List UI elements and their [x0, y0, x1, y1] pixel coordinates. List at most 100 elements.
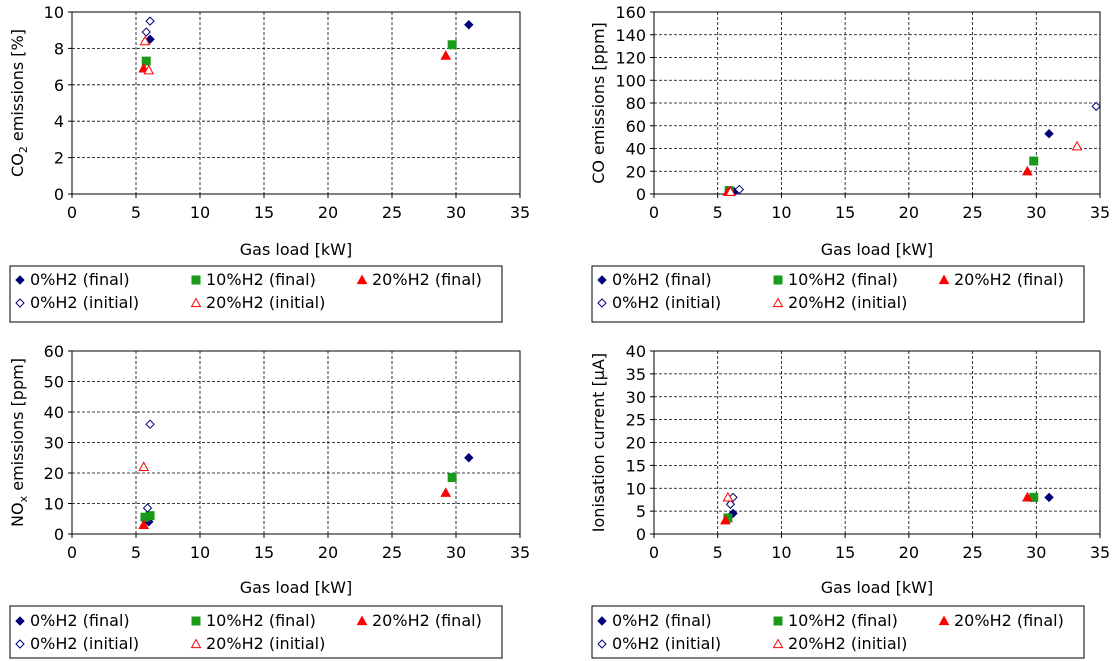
legend-marker — [597, 298, 607, 308]
chart-1: 0 5 10 15 20 25 30 35 0 2 4 6 8 10 Gas load [kW] CO2 em… — [8, 3, 530, 323]
data-point — [464, 453, 474, 463]
y-tick-label: 40 — [626, 140, 646, 159]
data-point — [141, 56, 151, 66]
x-tick-label: 35 — [510, 203, 530, 222]
legend-label: 0%H2 (final) — [30, 611, 130, 630]
legend-marker — [772, 638, 784, 649]
data-point — [1044, 129, 1054, 139]
x-tick-label: 25 — [962, 203, 982, 222]
x-tick-label: 15 — [835, 543, 855, 562]
series-4 — [734, 101, 1101, 195]
x-tick-label: 25 — [382, 203, 402, 222]
data-point — [464, 20, 474, 30]
y-tick-label: 100 — [615, 71, 646, 90]
data-point — [1029, 156, 1039, 166]
legend-box — [591, 605, 1085, 659]
y-axis-label: NOx emissions [ppm] — [8, 358, 30, 527]
legend-label: 0%H2 (initial) — [612, 634, 721, 653]
legend-label: 0%H2 (initial) — [30, 293, 139, 312]
chart-3: 0 5 10 15 20 25 30 35 0 10 20 30 40 50 60 Gas load [kW]… — [8, 342, 530, 659]
legend-marker — [191, 616, 201, 626]
y-tick-label: 20 — [626, 162, 646, 181]
legend-marker — [597, 639, 607, 649]
x-axis-label: Gas load [kW] — [821, 578, 933, 597]
data-point — [440, 487, 452, 497]
legend: 0%H2 (final) 10%H2 (final) 20%H2 (final) 0%… — [591, 605, 1085, 659]
data-point — [725, 186, 736, 196]
data-point — [138, 461, 150, 471]
plot-area — [72, 12, 520, 194]
series-5 — [722, 491, 734, 502]
y-axis-label: CO emissions [ppm] — [589, 22, 608, 184]
legend-label: 0%H2 (final) — [612, 270, 712, 289]
y-tick-label: 5 — [636, 502, 646, 521]
legend-label: 10%H2 (final) — [206, 611, 316, 630]
legend-label: 10%H2 (final) — [206, 270, 316, 289]
legend-label: 20%H2 (initial) — [788, 293, 907, 312]
series-1 — [145, 20, 474, 45]
x-tick-label: 10 — [190, 543, 210, 562]
chart-4: 0 5 10 15 20 25 30 35 0 5 10 15 20 25 30 35 40 Gas load [… — [589, 342, 1110, 659]
x-tick-label: 15 — [835, 203, 855, 222]
legend-marker — [15, 639, 25, 649]
data-point — [145, 511, 155, 521]
series-4 — [725, 492, 738, 509]
x-tick-label: 15 — [254, 203, 274, 222]
data-point — [1022, 165, 1033, 176]
y-tick-label: 6 — [54, 76, 64, 95]
x-tick-label: 20 — [318, 203, 338, 222]
x-tick-label: 30 — [446, 543, 466, 562]
y-tick-label: 10 — [44, 495, 64, 514]
x-tick-label: 20 — [899, 543, 919, 562]
plot-frame — [71, 11, 521, 195]
x-tick-label: 0 — [67, 203, 77, 222]
y-tick-label: 0 — [636, 185, 646, 204]
legend-marker — [356, 615, 368, 626]
x-tick-label: 10 — [771, 543, 791, 562]
y-tick-label: 10 — [626, 479, 646, 498]
y-tick-label: 60 — [44, 342, 64, 361]
series-5 — [725, 140, 1083, 196]
legend-label: 20%H2 (initial) — [206, 293, 325, 312]
legend-marker — [356, 274, 368, 285]
data-point — [722, 491, 734, 502]
legend-label: 10%H2 (final) — [788, 270, 898, 289]
y-tick-label: 35 — [626, 365, 646, 384]
data-point — [1022, 491, 1033, 502]
data-point — [447, 40, 457, 50]
data-point — [143, 64, 155, 75]
x-axis-label: Gas load [kW] — [821, 240, 933, 259]
data-point — [447, 473, 457, 483]
legend-marker — [191, 275, 201, 285]
data-point — [139, 35, 151, 46]
legend: 0%H2 (final) 10%H2 (final) 20%H2 (final) 0%… — [591, 265, 1085, 323]
legend-label: 0%H2 (initial) — [612, 293, 721, 312]
x-tick-label: 35 — [1090, 543, 1110, 562]
y-tick-label: 80 — [626, 94, 646, 113]
y-axis-label: CO2 emissions [%] — [8, 29, 30, 177]
chart-2: 0 5 10 15 20 25 30 35 0 20 40 60 80 100 120 140 160 Gas l… — [589, 3, 1110, 323]
series-5 — [139, 35, 155, 75]
y-tick-label: 120 — [615, 49, 646, 68]
x-tick-label: 20 — [318, 543, 338, 562]
y-tick-label: 0 — [54, 185, 64, 204]
legend: 0%H2 (final) 10%H2 (final) 20%H2 (final) 0%… — [9, 265, 503, 323]
data-point — [440, 50, 452, 60]
x-tick-label: 5 — [131, 203, 141, 222]
data-point — [145, 16, 155, 26]
legend-label: 20%H2 (final) — [954, 270, 1064, 289]
x-tick-label: 0 — [649, 543, 659, 562]
x-axis-label: Gas load [kW] — [240, 578, 352, 597]
legend-box — [9, 605, 503, 659]
y-tick-label: 40 — [44, 403, 64, 422]
data-point — [1044, 492, 1054, 503]
data-point — [725, 499, 736, 509]
series-3 — [720, 491, 1033, 525]
y-tick-label: 10 — [44, 3, 64, 22]
series-3 — [138, 487, 452, 529]
x-tick-label: 0 — [67, 543, 77, 562]
x-tick-label: 10 — [771, 203, 791, 222]
data-point — [1071, 140, 1083, 151]
legend-box — [591, 265, 1085, 323]
data-point — [720, 514, 731, 525]
